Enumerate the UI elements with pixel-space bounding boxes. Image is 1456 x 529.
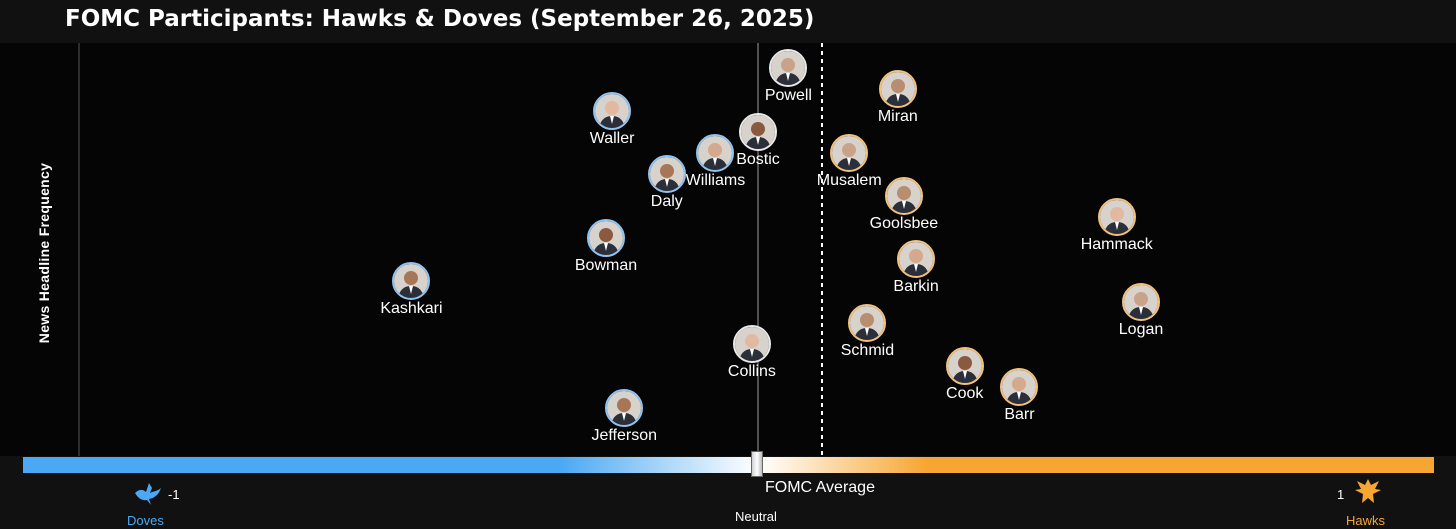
data-point: Collins xyxy=(697,325,807,381)
neutral-label: Neutral xyxy=(735,509,777,524)
y-axis-label: News Headline Frequency xyxy=(36,162,52,344)
participant-name: Daly xyxy=(650,193,683,211)
plot-lines xyxy=(78,43,823,456)
data-point: Jefferson xyxy=(569,389,679,445)
portrait-avatar xyxy=(769,49,808,87)
doves-label: Doves xyxy=(127,513,164,528)
participant-name: Cook xyxy=(946,384,984,402)
participant-name: Musalem xyxy=(816,172,882,189)
data-point: Hammack xyxy=(1062,197,1172,254)
fomc-average-label: FOMC Average xyxy=(765,479,875,496)
data-point: Waller xyxy=(557,91,667,148)
data-point: Cook xyxy=(910,346,1020,403)
portrait-avatar xyxy=(605,389,644,427)
participant-name: Williams xyxy=(685,172,746,189)
hawk-value: 1 xyxy=(1337,487,1345,502)
participant-name: Powell xyxy=(764,87,812,104)
portrait-avatar xyxy=(884,176,923,215)
portrait-avatar xyxy=(593,91,632,130)
chart-title: FOMC Participants: Hawks & Doves (Septem… xyxy=(65,6,815,32)
dove-hawk-scale-bar xyxy=(23,457,1434,473)
data-point: Logan xyxy=(1086,282,1196,339)
data-point: Powell xyxy=(733,49,843,105)
data-point: Bowman xyxy=(551,219,661,275)
neutral-marker xyxy=(751,451,763,477)
portrait-avatar xyxy=(1122,282,1161,321)
portrait-avatar xyxy=(1097,197,1136,236)
portrait-avatar xyxy=(878,70,917,109)
portrait-avatar xyxy=(732,325,771,364)
dove-value: -1 xyxy=(168,487,180,502)
participant-name: Barr xyxy=(1004,405,1035,423)
participant-name: Logan xyxy=(1118,320,1164,338)
portrait-avatar xyxy=(647,155,686,194)
portrait-avatar xyxy=(830,134,869,172)
portrait-avatar xyxy=(696,134,735,172)
data-point: Bostic xyxy=(703,112,813,169)
data-point: Barkin xyxy=(861,240,971,296)
participant-name: Barkin xyxy=(893,278,939,296)
portrait-avatar xyxy=(1000,367,1039,406)
portrait-avatar xyxy=(739,112,777,151)
participant-name: Waller xyxy=(589,129,635,147)
data-point: Barr xyxy=(964,367,1074,424)
data-point: Goolsbee xyxy=(849,176,959,233)
data-point: Williams xyxy=(660,134,770,190)
data-point: Musalem xyxy=(794,134,904,190)
portrait-avatar xyxy=(848,304,887,342)
data-point: Kashkari xyxy=(356,261,466,318)
participant-name: Miran xyxy=(877,108,918,126)
portrait-avatar xyxy=(587,219,625,257)
participant-name: Hammack xyxy=(1080,235,1153,253)
portrait-avatar xyxy=(392,261,431,300)
participant-name: Goolsbee xyxy=(869,214,939,232)
participant-name: Schmid xyxy=(840,342,895,359)
plot-area xyxy=(0,43,1456,456)
portrait-avatar xyxy=(897,240,936,279)
hawk-icon xyxy=(1355,479,1381,503)
participant-name: Collins xyxy=(727,363,776,381)
participant-name: Bowman xyxy=(574,257,638,274)
data-point: Daly xyxy=(612,155,722,211)
data-point: Miran xyxy=(843,70,953,126)
hawks-label: Hawks xyxy=(1346,513,1386,528)
portrait-avatar xyxy=(945,346,984,385)
participant-name: Bostic xyxy=(736,150,780,168)
participant-name: Kashkari xyxy=(380,299,443,317)
dove-icon xyxy=(135,483,161,505)
data-point: Schmid xyxy=(812,304,922,360)
participant-name: Jefferson xyxy=(591,427,657,444)
